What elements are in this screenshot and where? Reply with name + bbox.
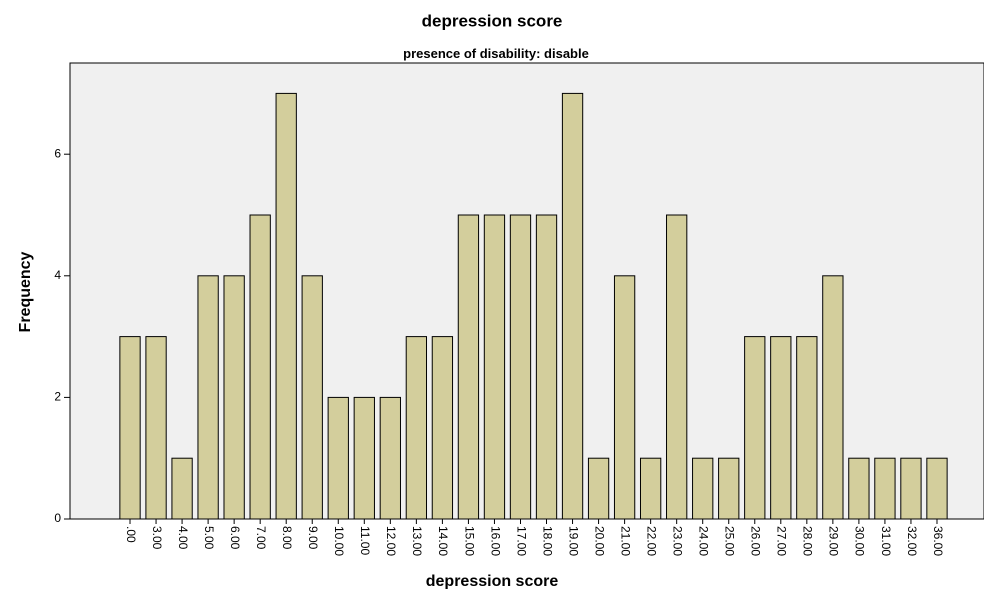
x-tick-label: 29.00: [827, 526, 841, 556]
bar: [457, 214, 480, 520]
bar: [483, 214, 506, 520]
x-tick-label: 20.00: [592, 526, 606, 556]
bar: [770, 336, 792, 520]
bar: [587, 457, 610, 520]
chart-title: depression score: [422, 11, 563, 30]
bar: [639, 457, 662, 520]
bar: [171, 457, 193, 520]
bar: [431, 336, 454, 520]
y-tick-label: 6: [54, 146, 61, 160]
bar: [900, 457, 922, 520]
x-tick-label: 9.00: [306, 526, 320, 550]
x-tick-label: 26.00: [749, 526, 763, 556]
x-tick-label: 36.00: [931, 526, 945, 556]
x-tick-label: 16.00: [488, 526, 502, 556]
x-tick-label: 7.00: [254, 526, 268, 550]
bar: [874, 457, 896, 520]
x-tick-label: 10.00: [332, 526, 346, 556]
bar: [249, 214, 271, 520]
x-tick-label: 31.00: [879, 526, 893, 556]
x-tick-label: 19.00: [566, 526, 580, 556]
bar: [197, 275, 219, 520]
x-tick-label: 23.00: [671, 526, 685, 556]
chart-subtitle: presence of disability: disable: [403, 46, 589, 61]
x-tick-label: 18.00: [540, 526, 554, 556]
x-tick-label: 28.00: [801, 526, 815, 556]
x-tick-label: 8.00: [280, 526, 294, 550]
y-tick-label: 0: [54, 511, 61, 525]
bar: [223, 275, 245, 520]
x-tick-label: 21.00: [618, 526, 632, 556]
x-tick-label: 13.00: [410, 526, 424, 556]
x-tick-label: 27.00: [775, 526, 789, 556]
x-tick-label: 3.00: [150, 526, 164, 550]
bar: [744, 336, 766, 520]
bar: [692, 457, 714, 520]
bar: [379, 396, 401, 520]
bar: [796, 336, 818, 520]
x-tick-label: 4.00: [176, 526, 190, 550]
y-tick-label: 4: [54, 268, 61, 282]
x-tick-label: 11.00: [358, 526, 372, 555]
bar: [561, 92, 584, 520]
bar: [718, 457, 740, 520]
bar: [535, 214, 558, 520]
bar: [613, 275, 636, 520]
bar: [926, 457, 948, 520]
x-tick-label: 6.00: [228, 526, 242, 550]
x-tick-label: 22.00: [644, 526, 658, 556]
bar: [275, 92, 297, 520]
x-axis-label: depression score: [426, 573, 559, 589]
bar: [405, 336, 428, 520]
x-tick-label: .00: [124, 526, 138, 543]
x-tick-label: 24.00: [697, 526, 711, 556]
bar: [666, 214, 688, 520]
bar: [327, 396, 349, 520]
x-tick-label: 12.00: [384, 526, 398, 556]
bar: [119, 336, 141, 520]
bar: [509, 214, 532, 520]
bar: [353, 396, 375, 520]
x-tick-label: 32.00: [905, 526, 919, 556]
x-tick-label: 14.00: [436, 526, 450, 556]
bar: [848, 457, 870, 520]
y-axis-label: Frequency: [17, 251, 34, 332]
x-tick-label: 25.00: [723, 526, 737, 556]
x-tick-label: 30.00: [853, 526, 867, 556]
x-tick-label: 5.00: [202, 526, 216, 550]
bar: [301, 275, 323, 520]
x-tick-label: 17.00: [514, 526, 528, 556]
y-tick-label: 2: [54, 390, 61, 404]
x-tick-label: 15.00: [462, 526, 476, 556]
bar: [822, 275, 844, 520]
bar: [145, 336, 167, 520]
